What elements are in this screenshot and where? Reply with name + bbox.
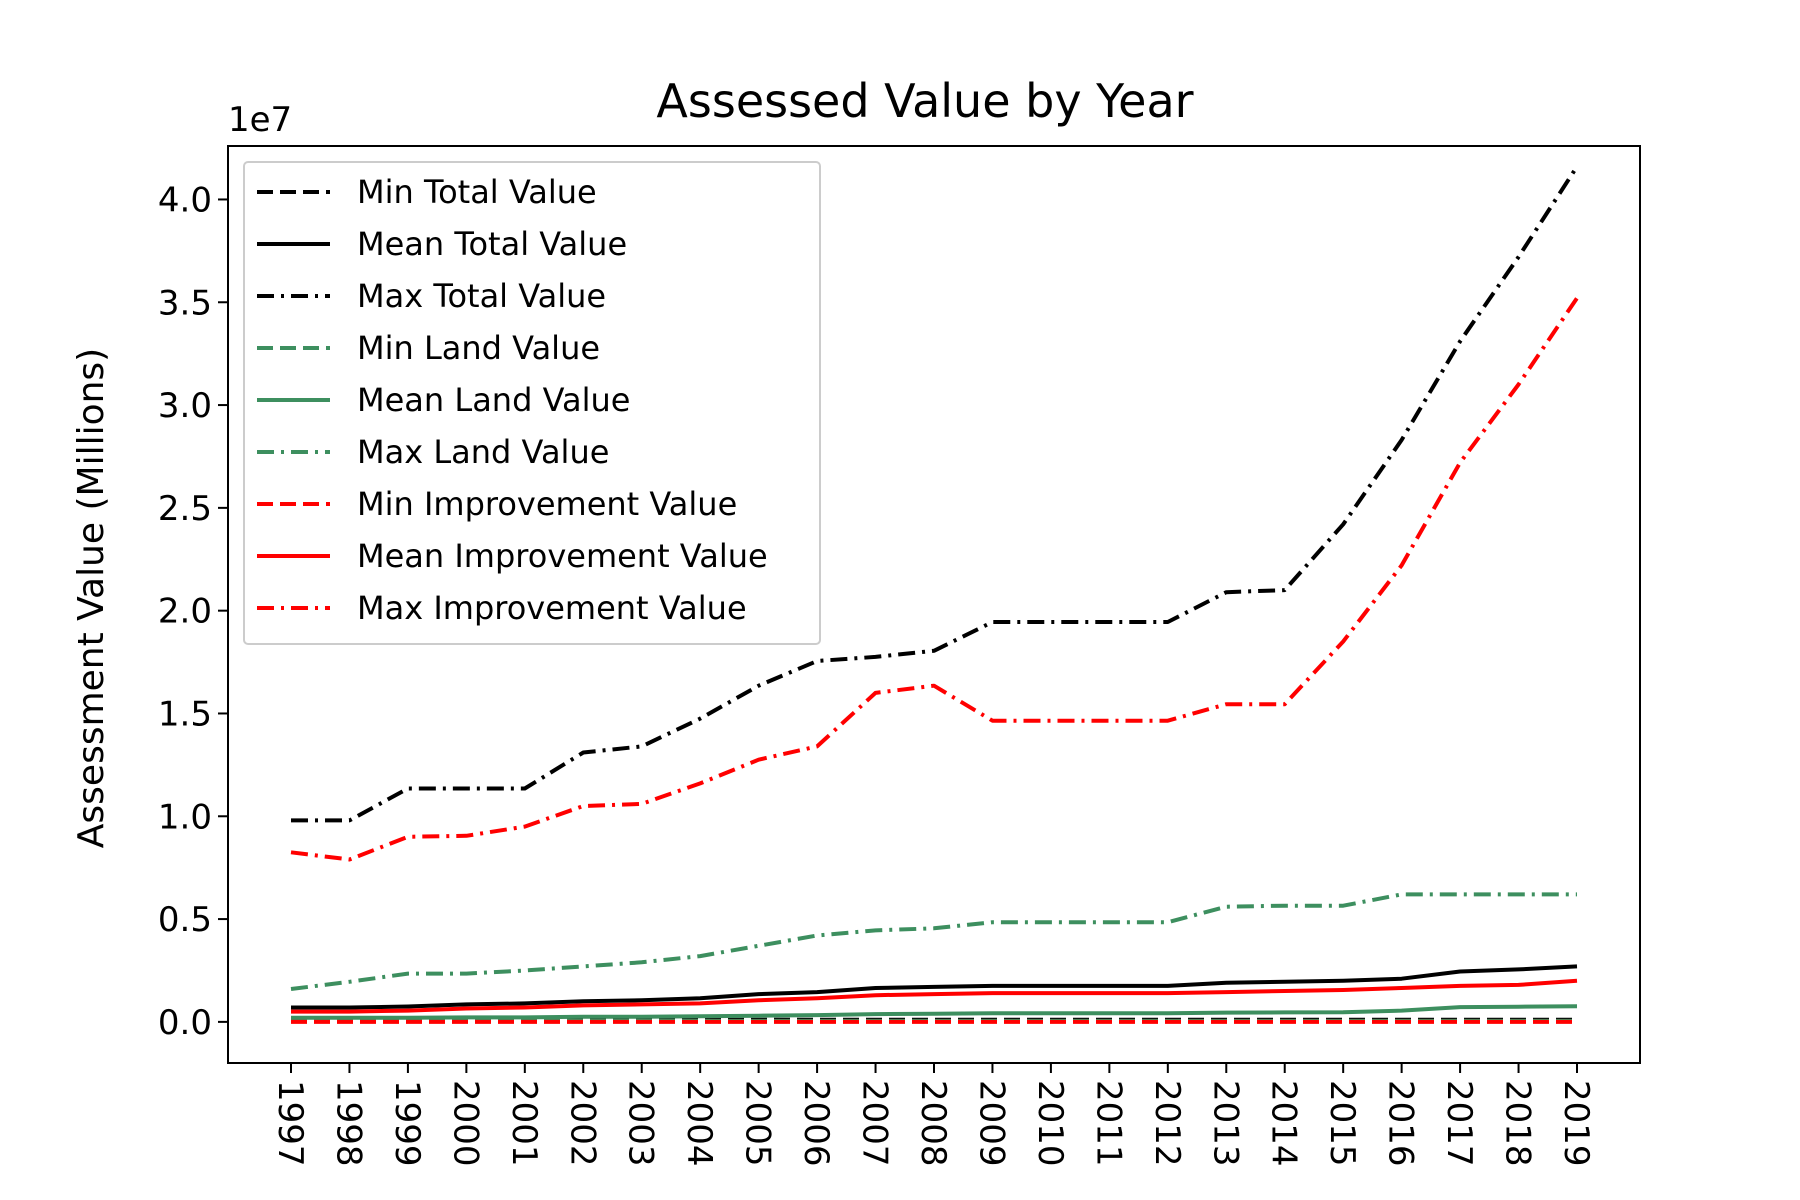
x-tick-label: 2002 xyxy=(562,1080,602,1167)
series-line-9 xyxy=(290,296,1579,862)
legend-label: Min Total Value xyxy=(357,173,597,211)
series-line-3 xyxy=(291,165,1579,823)
y-axis-offset-label: 1e7 xyxy=(228,100,292,140)
legend-label: Max Total Value xyxy=(357,277,606,315)
legend: Min Total Value Mean Total Value Max Total… xyxy=(243,161,821,645)
x-tick-label: 2013 xyxy=(1205,1080,1245,1167)
legend-label: Max Land Value xyxy=(357,433,609,471)
x-tick-label: 2011 xyxy=(1088,1080,1128,1167)
y-tick-label: 2.0 xyxy=(158,592,212,632)
legend-label: Max Improvement Value xyxy=(357,589,747,627)
x-tick-label: 2015 xyxy=(1322,1080,1362,1167)
y-tick-label: 4.0 xyxy=(158,180,212,220)
legend-box xyxy=(243,161,821,645)
x-tick-label: 2008 xyxy=(913,1080,953,1167)
y-tick-label: 3.0 xyxy=(158,386,212,426)
plot-frame xyxy=(227,145,1641,1064)
legend-label: Mean Improvement Value xyxy=(357,537,768,575)
x-tick-label: 2007 xyxy=(855,1080,895,1167)
x-tick-label: 2012 xyxy=(1147,1080,1187,1167)
series-line-8 xyxy=(291,978,1578,1014)
legend-label: Min Land Value xyxy=(357,329,600,367)
x-tick-label: 1998 xyxy=(328,1080,368,1167)
legend-label: Mean Total Value xyxy=(357,225,627,263)
series-line-5 xyxy=(291,1004,1578,1020)
y-axis: 0.0 0.5 1.0 1.5 2.0 2.5 3.0 3.5 4.0 xyxy=(158,180,228,1043)
x-tick-label: 2018 xyxy=(1498,1080,1538,1167)
y-tick-label: 0.5 xyxy=(158,900,212,940)
x-axis: 1997 1998 1999 2000 2001 2002 2003 2004 2005 2006… xyxy=(270,1063,1596,1167)
series-line-6 xyxy=(290,892,1577,991)
x-tick-label: 2014 xyxy=(1264,1080,1304,1167)
x-tick-label: 2019 xyxy=(1556,1080,1596,1167)
legend-label: Mean Land Value xyxy=(357,381,630,419)
x-tick-label: 2004 xyxy=(679,1080,719,1167)
x-tick-label: 2006 xyxy=(796,1080,836,1167)
legend-label: Min Improvement Value xyxy=(357,485,737,523)
y-tick-label: 0.0 xyxy=(158,1003,212,1043)
x-tick-label: 2009 xyxy=(971,1080,1011,1167)
x-tick-label: 2000 xyxy=(445,1080,485,1167)
y-axis-label: Assessment Value (Millions) xyxy=(71,348,112,848)
x-tick-label: 2010 xyxy=(1030,1080,1070,1167)
series-lines xyxy=(290,165,1579,1024)
y-tick-label: 2.5 xyxy=(158,489,212,529)
x-tick-label: 2005 xyxy=(738,1080,778,1167)
y-tick-label: 3.5 xyxy=(158,283,212,323)
y-tick-label: 1.0 xyxy=(158,797,212,837)
x-tick-label: 1997 xyxy=(270,1080,310,1167)
y-tick-label: 1.5 xyxy=(158,694,212,734)
x-tick-label: 2003 xyxy=(621,1080,661,1167)
x-tick-label: 2017 xyxy=(1439,1080,1479,1167)
series-line-2 xyxy=(291,964,1578,1010)
x-tick-label: 2001 xyxy=(504,1080,544,1167)
x-tick-label: 2016 xyxy=(1381,1080,1421,1167)
x-tick-label: 1999 xyxy=(387,1080,427,1167)
chart-title: Assessed Value by Year xyxy=(656,74,1193,128)
